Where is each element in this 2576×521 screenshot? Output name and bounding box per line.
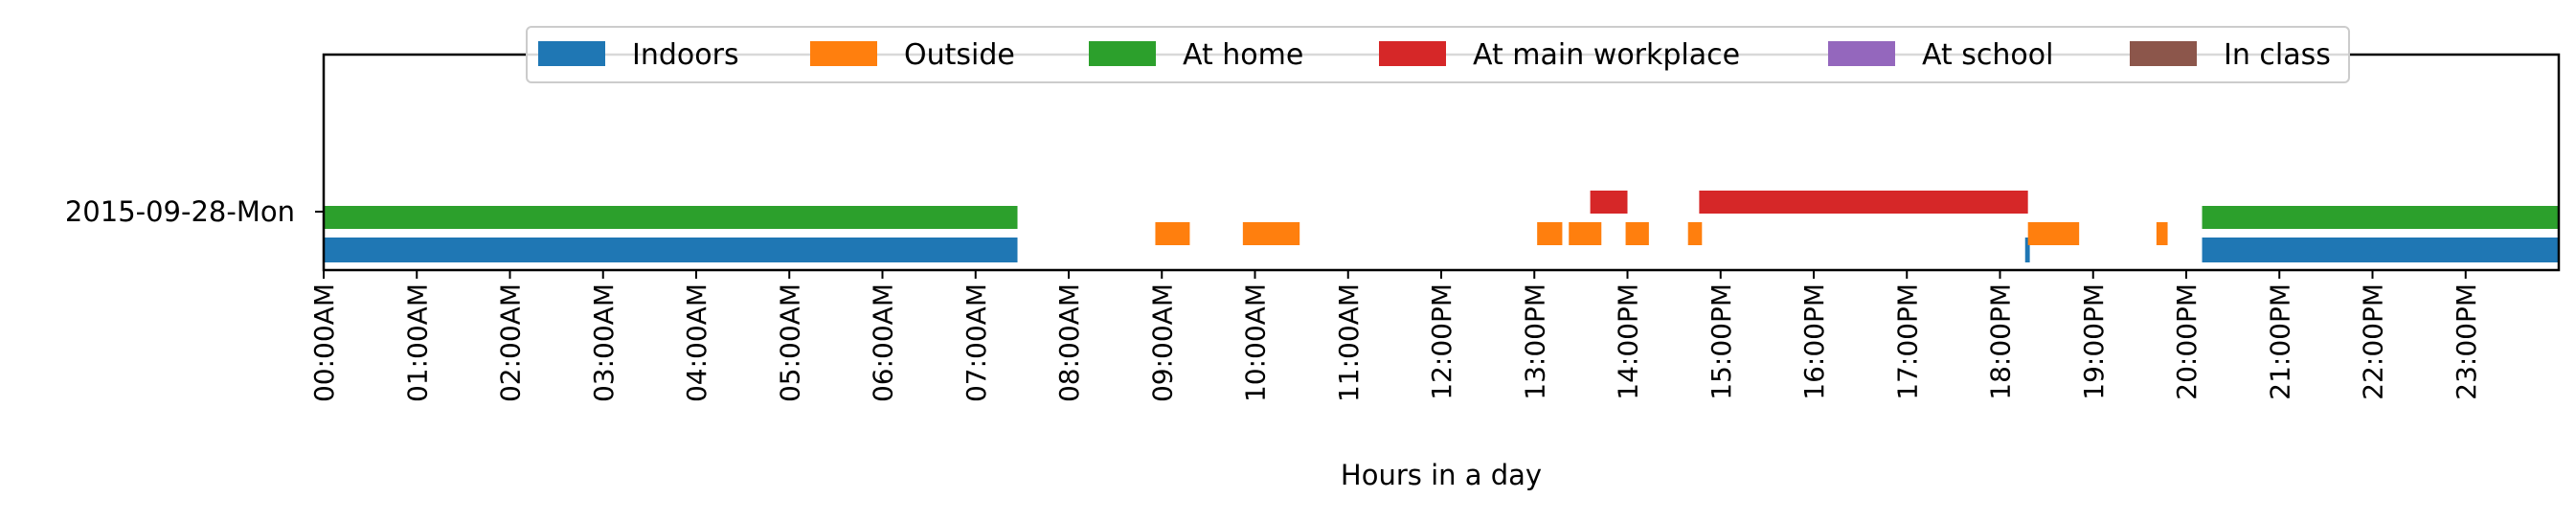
legend-swatch-in-class bbox=[2130, 41, 2197, 66]
x-tick-label: 14:00PM bbox=[1613, 283, 1644, 400]
legend-label: Outside bbox=[904, 38, 1015, 72]
x-tick-label: 04:00AM bbox=[681, 283, 712, 402]
x-tick-label: 17:00PM bbox=[1891, 283, 1923, 400]
x-tick-label: 21:00PM bbox=[2264, 283, 2295, 400]
bar-at-home-1 bbox=[2202, 206, 2559, 229]
legend-swatch-indoors bbox=[538, 41, 605, 66]
bar-outside-1 bbox=[1242, 222, 1300, 245]
x-tick-label: 07:00AM bbox=[960, 283, 992, 402]
x-tick-label: 23:00PM bbox=[2451, 283, 2482, 400]
x-tick-label: 22:00PM bbox=[2358, 283, 2389, 400]
x-tick-label: 06:00AM bbox=[868, 283, 899, 402]
bar-indoors-1 bbox=[2024, 238, 2030, 262]
x-tick-label: 10:00AM bbox=[1240, 283, 1272, 402]
x-tick-label: 12:00PM bbox=[1426, 283, 1457, 400]
legend-swatch-at-school bbox=[1828, 41, 1895, 66]
bar-outside-7 bbox=[2156, 222, 2168, 245]
x-tick-label: 11:00AM bbox=[1333, 283, 1365, 402]
x-tick-label: 02:00AM bbox=[495, 283, 527, 402]
x-tick-label: 13:00PM bbox=[1519, 283, 1550, 400]
legend-swatch-at-home bbox=[1089, 41, 1156, 66]
legend: Indoors Outside At home At main workplace At… bbox=[526, 26, 2350, 83]
legend-label: At main workplace bbox=[1473, 38, 1740, 72]
x-tick-label: 01:00AM bbox=[401, 283, 433, 402]
x-tick-label: 09:00AM bbox=[1146, 283, 1178, 402]
x-tick-label: 18:00PM bbox=[1985, 283, 2017, 400]
x-tick-label: 03:00AM bbox=[588, 283, 620, 402]
bar-at-main-workplace-0 bbox=[1590, 191, 1628, 214]
x-axis: 00:00AM 01:00AM 02:00AM 03:00AM 04:00AM 05:00… bbox=[308, 270, 2482, 402]
legend-label: Indoors bbox=[632, 38, 739, 72]
x-axis-label: Hours in a day bbox=[1341, 459, 1542, 491]
bar-outside-2 bbox=[1537, 222, 1563, 245]
x-tick-label: 20:00PM bbox=[2171, 283, 2203, 400]
legend-swatch-outside bbox=[810, 41, 877, 66]
plot-marks bbox=[324, 191, 2559, 262]
bar-outside-5 bbox=[1687, 222, 1703, 245]
y-axis: 2015-09-28-Mon bbox=[65, 195, 324, 228]
legend-label: In class bbox=[2224, 38, 2331, 72]
bar-outside-6 bbox=[2027, 222, 2080, 245]
bar-indoors-2 bbox=[2202, 238, 2559, 262]
legend-label: At home bbox=[1183, 38, 1303, 72]
x-tick-label: 08:00AM bbox=[1053, 283, 1085, 402]
x-tick-label: 15:00PM bbox=[1706, 283, 1737, 400]
x-tick-label: 16:00PM bbox=[1798, 283, 1830, 400]
bar-at-home-0 bbox=[324, 206, 1018, 229]
bar-outside-4 bbox=[1625, 222, 1649, 245]
legend-swatch-at-main-workplace bbox=[1379, 41, 1446, 66]
x-tick-label: 19:00PM bbox=[2078, 283, 2110, 400]
bar-outside-3 bbox=[1569, 222, 1602, 245]
bar-outside-0 bbox=[1155, 222, 1190, 245]
legend-label: At school bbox=[1922, 38, 2053, 72]
bar-at-main-workplace-1 bbox=[1699, 191, 2028, 214]
bar-indoors-0 bbox=[324, 238, 1018, 262]
x-tick-label: 00:00AM bbox=[308, 283, 340, 402]
y-tick-label: 2015-09-28-Mon bbox=[65, 195, 295, 228]
x-tick-label: 05:00AM bbox=[774, 283, 805, 402]
